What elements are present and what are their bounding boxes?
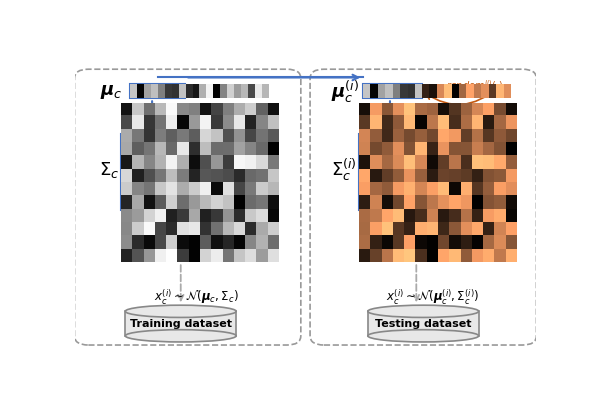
FancyBboxPatch shape — [125, 311, 236, 336]
Text: $\Sigma_c^{(i)}$: $\Sigma_c^{(i)}$ — [331, 157, 356, 183]
Text: $x_c^{(i)}{\sim}\mathcal{N}(\boldsymbol{\mu}_c,\Sigma_c)$: $x_c^{(i)}{\sim}\mathcal{N}(\boldsymbol{… — [154, 288, 240, 307]
Text: $x_c^{(i)}{\sim}\mathcal{N}(\boldsymbol{\mu}_c^{(i)},\Sigma_c^{(i)})$: $x_c^{(i)}{\sim}\mathcal{N}(\boldsymbol{… — [386, 288, 479, 307]
Text: $\boldsymbol{\mu}_c$: $\boldsymbol{\mu}_c$ — [100, 83, 123, 101]
Text: Training dataset: Training dataset — [130, 318, 232, 329]
FancyBboxPatch shape — [368, 311, 479, 336]
Ellipse shape — [125, 305, 236, 318]
Text: $\mathit{random}^{(i)}(\cdot)$: $\mathit{random}^{(i)}(\cdot)$ — [379, 229, 437, 244]
Ellipse shape — [368, 330, 479, 342]
Text: Testing dataset: Testing dataset — [375, 318, 471, 329]
Text: $\boldsymbol{\mu}_c^{(i)}$: $\boldsymbol{\mu}_c^{(i)}$ — [331, 79, 359, 105]
Ellipse shape — [125, 330, 236, 342]
Text: $\mathit{random}^{(i)}(\cdot)$: $\mathit{random}^{(i)}(\cdot)$ — [446, 79, 504, 94]
Text: $\Sigma_c$: $\Sigma_c$ — [98, 160, 119, 180]
Ellipse shape — [368, 305, 479, 318]
